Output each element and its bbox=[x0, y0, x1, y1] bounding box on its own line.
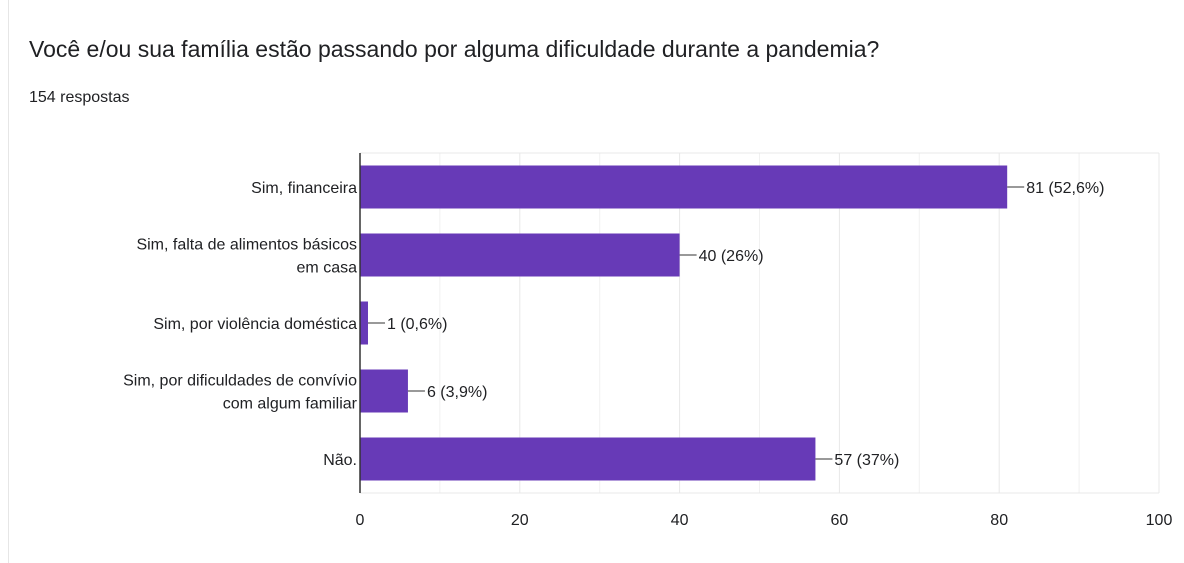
bar-0 bbox=[360, 165, 1008, 209]
data-label-4: 57 (37%) bbox=[834, 452, 899, 469]
category-label-1-line-1: em casa bbox=[297, 260, 358, 277]
x-tick-label-5: 100 bbox=[1146, 512, 1173, 529]
bar-1 bbox=[360, 233, 680, 277]
category-label-3-line-1: com algum familiar bbox=[223, 396, 358, 413]
x-tick-label-0: 0 bbox=[356, 512, 365, 529]
category-label-4: Não. bbox=[323, 452, 357, 469]
data-label-1: 40 (26%) bbox=[699, 248, 764, 265]
x-tick-label-4: 80 bbox=[990, 512, 1008, 529]
data-label-0: 81 (52,6%) bbox=[1026, 180, 1104, 197]
bar-3 bbox=[360, 369, 408, 413]
x-tick-label-2: 40 bbox=[671, 512, 689, 529]
bar-4 bbox=[360, 437, 816, 481]
data-label-3: 6 (3,9%) bbox=[427, 384, 487, 401]
category-label-0: Sim, financeira bbox=[251, 180, 357, 197]
category-label-1-line-0: Sim, falta de alimentos básicos bbox=[136, 237, 357, 254]
response-count: 154 respostas bbox=[29, 89, 130, 106]
category-label-2: Sim, por violência doméstica bbox=[153, 316, 357, 333]
bar-2 bbox=[360, 301, 368, 345]
category-label-3-line-0: Sim, por dificuldades de convívio bbox=[123, 373, 357, 390]
question-title: Você e/ou sua família estão passando por… bbox=[29, 36, 880, 62]
data-label-2: 1 (0,6%) bbox=[387, 316, 447, 333]
chart-card bbox=[8, 0, 1184, 563]
x-tick-label-1: 20 bbox=[511, 512, 529, 529]
x-tick-label-3: 60 bbox=[831, 512, 849, 529]
